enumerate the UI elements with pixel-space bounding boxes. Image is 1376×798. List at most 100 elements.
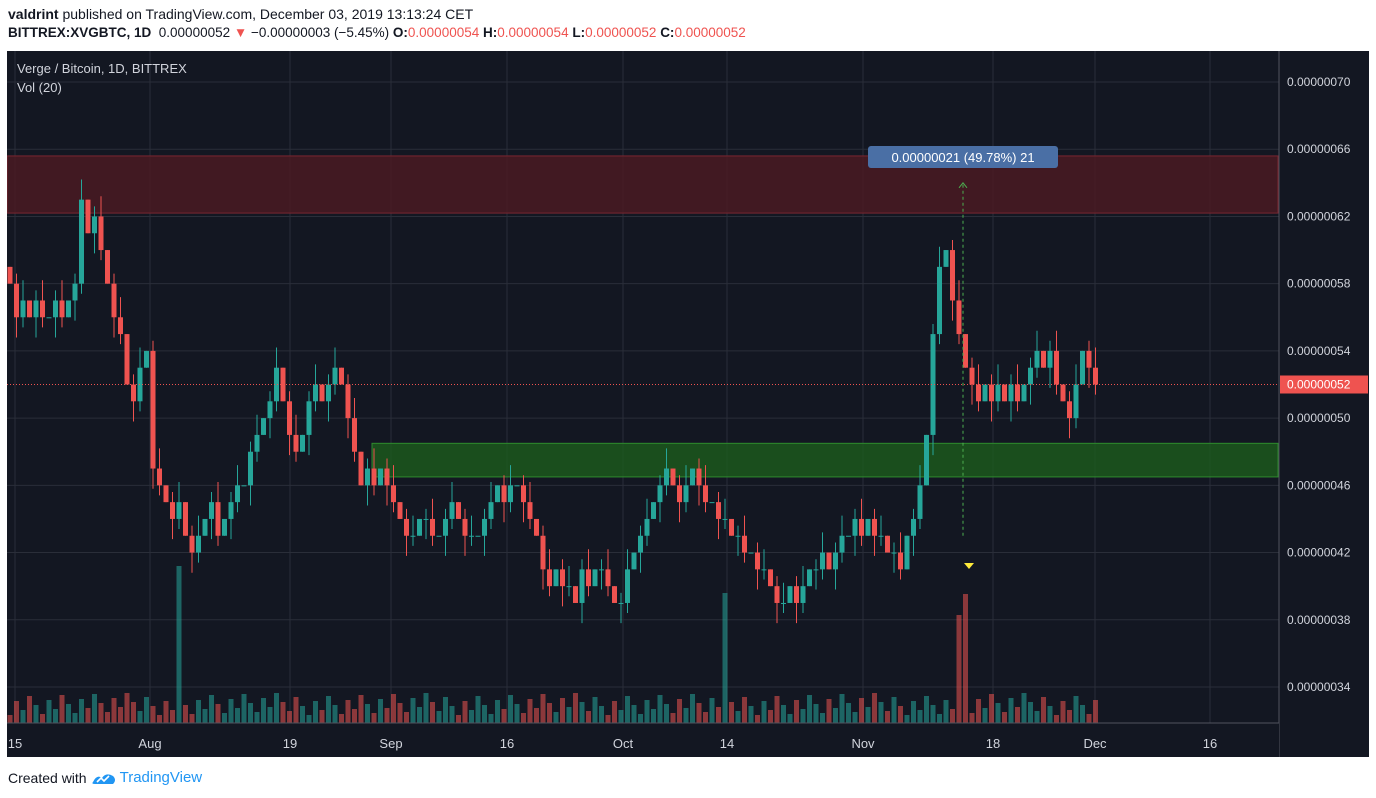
candle-body <box>943 250 949 267</box>
candle-body <box>1002 384 1007 402</box>
volume-bar <box>950 709 955 723</box>
candle-body <box>989 384 994 402</box>
candle-body <box>813 569 819 571</box>
candle-body <box>449 502 455 519</box>
close-label: C: <box>660 25 675 40</box>
volume-bar <box>989 694 994 723</box>
candle-body <box>553 569 559 587</box>
volume-bar <box>1015 707 1020 723</box>
candle-body <box>540 535 546 570</box>
measure-arrow-icon <box>958 182 968 189</box>
price-chart[interactable]: 0.00000021 (49.78%) 21 0.00000070 0.000000… <box>7 51 1369 757</box>
volume-bar <box>7 715 13 723</box>
candle-body <box>53 300 58 318</box>
candle-body <box>300 434 305 452</box>
high-value: 0.00000054 <box>497 25 569 40</box>
volume-bar <box>352 709 357 723</box>
volume-bar <box>313 701 318 723</box>
volume-bar <box>534 708 539 723</box>
volume-bar <box>98 703 104 723</box>
volume-bar <box>618 710 624 723</box>
candle-body <box>631 552 637 570</box>
volume-bar <box>306 715 312 723</box>
candle-body <box>508 485 513 503</box>
x-tick-label: Oct <box>613 736 634 751</box>
candle-body <box>189 535 195 553</box>
candle-body <box>618 602 624 604</box>
candle-body <box>703 485 708 503</box>
volume-bar <box>137 711 143 723</box>
candle-body <box>1060 384 1066 402</box>
footer: Created with TradingView <box>8 769 202 786</box>
candle-body <box>436 535 442 537</box>
y-tick-label: 0.00000066 <box>1287 142 1351 156</box>
y-tick-label: 0.00000070 <box>1287 75 1351 89</box>
volume-bar <box>495 700 500 723</box>
candle-body <box>1047 350 1053 368</box>
candle-body <box>397 502 403 519</box>
candle-body <box>150 350 156 469</box>
candle-body <box>287 401 292 435</box>
volume-bar <box>826 699 832 723</box>
candle-body <box>820 552 825 570</box>
marker-down-icon <box>964 563 974 569</box>
volume-bar <box>176 566 182 723</box>
volume-bar <box>664 704 669 723</box>
candle-body <box>514 485 520 487</box>
candle-body <box>956 300 962 335</box>
candle-body <box>930 334 936 435</box>
volume-bar <box>488 714 494 723</box>
low-value: 0.00000052 <box>585 25 657 40</box>
volume-bar <box>72 713 78 723</box>
tradingview-brand[interactable]: TradingView <box>119 769 203 786</box>
symbol-label: BITTREX:XVGBTC, 1D <box>8 25 152 40</box>
y-tick-label: 0.00000042 <box>1287 546 1351 560</box>
y-axis-panel <box>1279 51 1369 757</box>
volume-bar <box>183 705 188 723</box>
volume-bar <box>40 714 45 723</box>
x-tick-label: 18 <box>986 736 1000 751</box>
candle-body <box>852 518 858 536</box>
candle-body <box>66 300 71 318</box>
volume-bar <box>878 702 884 723</box>
candle-body <box>352 418 357 452</box>
candle-body <box>735 535 741 537</box>
volume-bar <box>144 697 149 723</box>
candle-body <box>98 216 104 251</box>
volume-bar <box>131 702 136 723</box>
candle-body <box>319 384 325 402</box>
candle-body <box>345 384 351 419</box>
volume-bar <box>124 693 130 723</box>
volume-bar <box>872 693 877 723</box>
published-text: published on TradingView.com, December 0… <box>62 6 474 22</box>
volume-bar <box>579 702 585 723</box>
candle-body <box>105 250 110 284</box>
candle-body <box>664 468 669 486</box>
author-name[interactable]: valdrint <box>8 6 59 22</box>
volume-bar <box>53 709 58 723</box>
volume-bar <box>163 701 169 723</box>
volume-bar <box>742 697 747 723</box>
x-tick-label: Dec <box>1083 736 1107 751</box>
candle-body <box>40 300 45 318</box>
volume-bar <box>1067 710 1072 723</box>
publish-info: valdrint published on TradingView.com, D… <box>8 6 473 22</box>
candle-body <box>592 569 598 587</box>
volume-bar <box>566 707 572 723</box>
candle-body <box>118 317 123 335</box>
volume-bar <box>605 715 611 723</box>
candle-body <box>144 350 149 368</box>
last-price: 0.00000052 <box>158 25 231 40</box>
candle-body <box>1034 350 1040 368</box>
candle-body <box>391 485 396 503</box>
x-tick-label: 14 <box>720 736 734 751</box>
volume-bar <box>722 593 728 723</box>
volume-bar <box>709 698 715 723</box>
candle-body <box>781 602 786 604</box>
tradingview-logo-icon[interactable] <box>91 770 117 786</box>
volume-bar <box>521 713 526 723</box>
volume-bar <box>79 699 84 723</box>
candle-body <box>443 518 448 536</box>
candle-body <box>163 485 169 503</box>
candle-body <box>313 384 318 402</box>
